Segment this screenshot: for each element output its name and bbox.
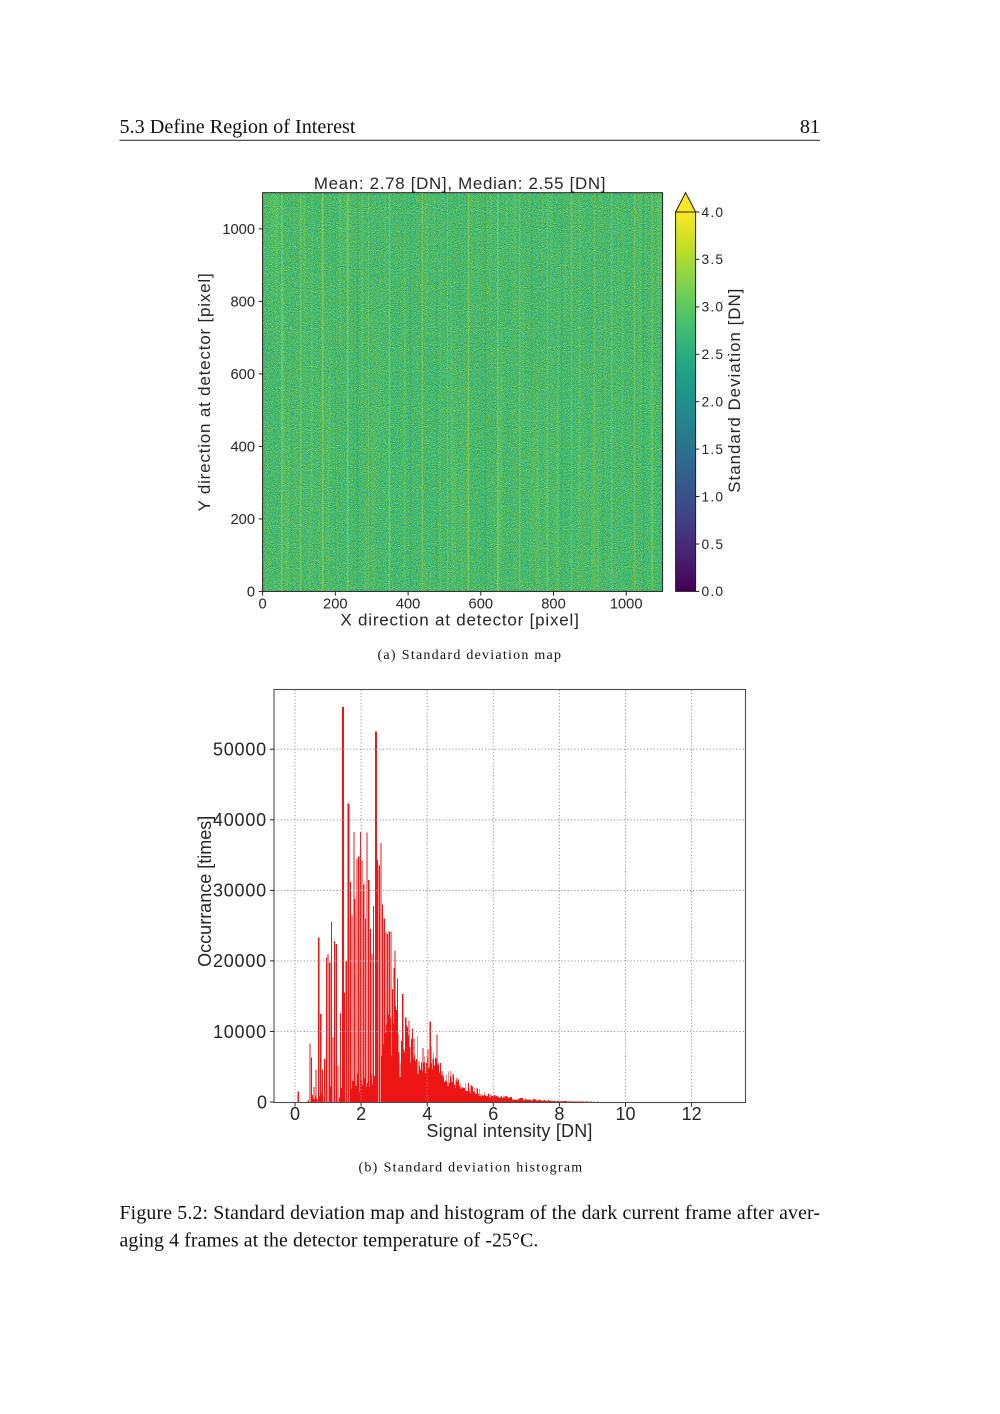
svg-text:400: 400 xyxy=(230,440,255,456)
svg-text:2.5: 2.5 xyxy=(702,347,725,362)
svg-text:400: 400 xyxy=(396,596,421,612)
svg-text:800: 800 xyxy=(230,295,255,311)
svg-text:12: 12 xyxy=(682,1104,702,1124)
svg-text:10: 10 xyxy=(615,1104,635,1124)
svg-text:3.5: 3.5 xyxy=(702,252,725,267)
svg-text:5.3 Define Region of Interest: 5.3 Define Region of Interest xyxy=(120,116,356,138)
svg-text:Y direction at detector [pixel: Y direction at detector [pixel] xyxy=(195,273,214,512)
svg-text:200: 200 xyxy=(230,512,255,528)
svg-text:X direction at detector [pixel: X direction at detector [pixel] xyxy=(340,611,579,630)
svg-text:0: 0 xyxy=(247,585,255,601)
svg-text:20000: 20000 xyxy=(213,951,267,971)
svg-text:600: 600 xyxy=(230,367,255,383)
svg-text:Figure 5.2: Standard deviation: Figure 5.2: Standard deviation map and h… xyxy=(120,1202,821,1224)
svg-text:40000: 40000 xyxy=(213,810,267,830)
svg-text:8: 8 xyxy=(554,1104,564,1124)
svg-text:200: 200 xyxy=(323,596,348,612)
svg-text:30000: 30000 xyxy=(213,881,267,901)
svg-text:81: 81 xyxy=(800,116,820,138)
svg-text:0.0: 0.0 xyxy=(702,584,725,599)
svg-text:aging 4 frames at the detector: aging 4 frames at the detector temperatu… xyxy=(120,1229,539,1251)
svg-text:3.0: 3.0 xyxy=(702,300,725,315)
svg-text:1000: 1000 xyxy=(610,596,643,612)
svg-text:1.5: 1.5 xyxy=(702,442,725,457)
svg-text:4.0: 4.0 xyxy=(702,205,725,220)
svg-text:0.5: 0.5 xyxy=(702,537,725,552)
svg-text:2: 2 xyxy=(356,1104,366,1124)
svg-text:Occurrance [times]: Occurrance [times] xyxy=(195,816,215,967)
svg-text:1.0: 1.0 xyxy=(702,489,725,504)
svg-text:0: 0 xyxy=(257,1092,267,1112)
svg-text:Standard Deviation [DN]: Standard Deviation [DN] xyxy=(725,288,744,493)
svg-text:4: 4 xyxy=(422,1104,432,1124)
svg-text:2.0: 2.0 xyxy=(702,395,725,410)
svg-text:6: 6 xyxy=(488,1104,498,1124)
svg-text:0: 0 xyxy=(290,1104,300,1124)
svg-text:600: 600 xyxy=(469,596,494,612)
svg-text:(b)Standard deviation histogra: (b) Standard deviation histogram xyxy=(359,1161,584,1176)
svg-text:800: 800 xyxy=(541,596,566,612)
svg-text:0: 0 xyxy=(259,596,267,612)
svg-text:(a)Standard deviation map: (a) Standard deviation map xyxy=(378,648,563,663)
svg-text:Signal intensity [DN]: Signal intensity [DN] xyxy=(426,1121,592,1141)
svg-text:1000: 1000 xyxy=(222,222,255,238)
svg-text:Mean: 2.78 [DN], Median: 2.55: Mean: 2.78 [DN], Median: 2.55 [DN] xyxy=(314,174,606,193)
svg-text:50000: 50000 xyxy=(213,740,267,760)
svg-text:10000: 10000 xyxy=(213,1022,267,1042)
